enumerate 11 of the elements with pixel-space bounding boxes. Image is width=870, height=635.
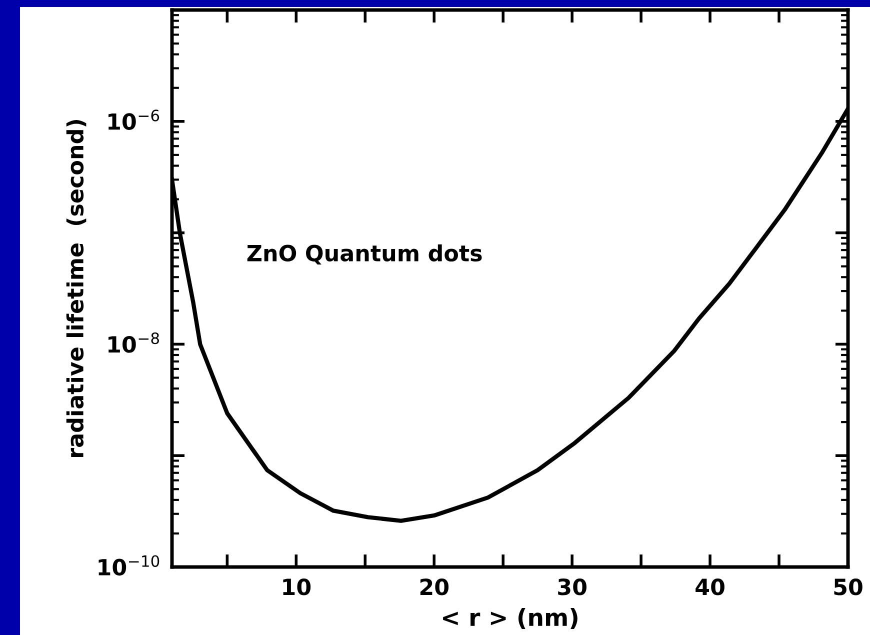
x-tick-label: 50 <box>834 578 862 596</box>
x-axis-title: < r > (nm) <box>443 608 578 630</box>
x-tick-label: 30 <box>558 578 586 596</box>
y-tick-label: 10$^{−8}$ <box>108 332 160 353</box>
y-tick-label: 10$^{−6}$ <box>108 110 160 130</box>
y-tick-label: 10$^{−10}$ <box>98 555 160 576</box>
y-axis-title: radiative lifetime (second) <box>66 120 86 457</box>
x-tick-label: 40 <box>696 578 724 596</box>
x-tick-label: 20 <box>420 578 449 596</box>
x-tick-label: 10 <box>283 578 311 596</box>
annotation: ZnO Quantum dots <box>247 244 482 264</box>
